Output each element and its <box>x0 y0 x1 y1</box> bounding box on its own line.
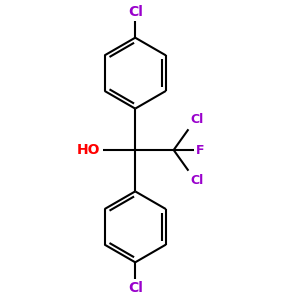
Text: Cl: Cl <box>128 281 143 295</box>
Text: HO: HO <box>77 143 100 157</box>
Text: Cl: Cl <box>190 113 203 126</box>
Text: Cl: Cl <box>190 174 203 187</box>
Text: Cl: Cl <box>128 5 143 19</box>
Text: F: F <box>196 143 204 157</box>
